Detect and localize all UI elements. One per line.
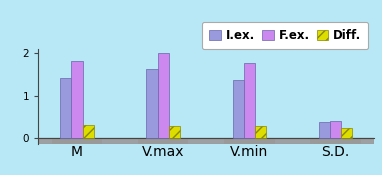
Bar: [224, 138, 275, 144]
Bar: [158, 53, 169, 138]
Bar: [38, 138, 374, 144]
Bar: [71, 61, 83, 138]
Bar: [244, 63, 255, 138]
Bar: [310, 138, 361, 144]
Bar: [138, 138, 188, 144]
Bar: [255, 127, 266, 138]
Bar: [341, 128, 352, 138]
Bar: [52, 138, 102, 144]
Bar: [319, 122, 330, 138]
Bar: [83, 125, 94, 138]
Bar: [146, 69, 158, 138]
Bar: [169, 127, 180, 138]
Bar: [330, 121, 341, 138]
Bar: [60, 78, 71, 138]
Bar: [233, 80, 244, 138]
Legend: I.ex., F.ex., Diff.: I.ex., F.ex., Diff.: [202, 22, 369, 49]
